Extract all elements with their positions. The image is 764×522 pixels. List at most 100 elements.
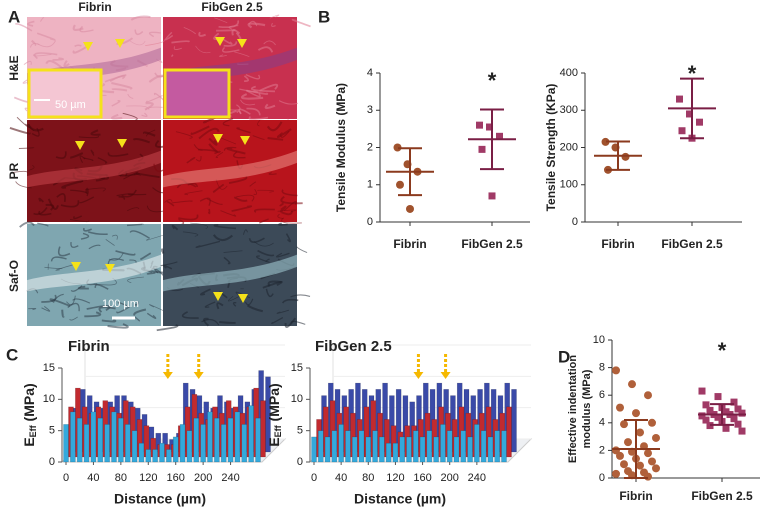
tissue-fiber [37, 222, 49, 227]
tissue-fiber [271, 22, 276, 27]
inset-image [165, 70, 229, 117]
data-point [702, 416, 710, 424]
tissue-fiber [197, 148, 218, 155]
bar [453, 436, 460, 463]
y-tick-label: 10 [291, 393, 303, 405]
data-point [734, 405, 742, 413]
row-header: Saf-O [7, 260, 21, 292]
y-tick-label: 1 [367, 179, 373, 191]
tissue-fiber [142, 131, 156, 137]
x-tick-label: FibGen 2.5 [691, 489, 753, 503]
tissue-fiber [195, 240, 221, 248]
x-tick-label: 120 [386, 472, 404, 484]
tissue-fiber [72, 24, 84, 32]
y-tick-label: 0 [297, 456, 303, 468]
y-axis-label-part: (MPa) [21, 383, 37, 425]
tissue-fiber [239, 88, 259, 93]
y-axis-label: Tensile Strength (KPa) [544, 84, 558, 212]
y-axis-label: Effective indentation [567, 355, 579, 463]
tissue-fiber [129, 230, 151, 239]
y-tick-label: 10 [593, 334, 605, 346]
bar [118, 417, 124, 463]
tissue-fiber [246, 304, 264, 313]
bar [480, 430, 487, 463]
data-point [698, 412, 706, 420]
y-tick-label: 3 [367, 104, 373, 116]
annotation-arrowhead [440, 372, 451, 379]
tissue-fiber [118, 195, 126, 200]
tissue-fiber [173, 46, 182, 51]
y-tick-label: 300 [560, 104, 578, 116]
tissue-fiber [18, 146, 35, 150]
tissue-fiber [245, 89, 261, 98]
tissue-fiber [214, 17, 228, 24]
y-axis-label: modulus (MPa) [581, 369, 593, 448]
tissue-fiber [216, 29, 236, 32]
tissue-fiber [57, 246, 71, 257]
tissue-fiber [277, 213, 284, 220]
panel-label: C [6, 345, 18, 364]
tissue-fiber [166, 201, 175, 207]
tissue-fiber [83, 157, 94, 161]
bar [207, 411, 213, 463]
bar [511, 389, 517, 453]
tissue-fiber [148, 31, 161, 38]
bar [467, 436, 473, 463]
tissue-band [27, 254, 161, 292]
x-tick-label: 0 [311, 472, 317, 484]
tissue-fiber [258, 218, 269, 224]
tissue-fiber [279, 202, 284, 207]
bar [324, 436, 331, 463]
arrowhead [213, 134, 223, 143]
tissue-fiber [160, 261, 178, 267]
bar [152, 449, 158, 463]
tissue-fiber [241, 93, 264, 100]
bar [220, 424, 227, 463]
tissue-fiber [60, 200, 80, 208]
data-point [648, 457, 656, 466]
bar [419, 436, 426, 463]
tissue-fiber [198, 31, 206, 37]
tissue-fiber [36, 32, 56, 41]
bar [131, 430, 138, 463]
tissue-fiber [259, 83, 279, 92]
tissue-fiber [41, 305, 51, 312]
tissue-fiber [228, 176, 248, 184]
y-tick-label: 0 [367, 216, 373, 228]
x-tick-label: FibGen 2.5 [661, 237, 723, 251]
bar [138, 442, 145, 463]
tissue-fiber [19, 221, 35, 228]
tissue-fiber [69, 218, 90, 223]
panel-label: D [558, 347, 570, 366]
tissue-fiber [126, 223, 144, 227]
tissue-fiber [280, 195, 303, 205]
tissue-fiber [243, 229, 248, 235]
tissue-fiber [254, 208, 275, 213]
tissue-fiber [61, 309, 65, 318]
x-tick-label: 80 [362, 472, 374, 484]
bar [90, 411, 97, 463]
y-axis-label-part: Eff [28, 424, 38, 437]
tissue-fiber [231, 205, 252, 212]
y-tick-label: 5 [297, 425, 303, 437]
tissue-fiber [184, 190, 203, 196]
tissue-fiber [204, 301, 216, 308]
tissue-fiber [129, 259, 137, 264]
tissue-fiber [257, 249, 275, 257]
data-point [624, 438, 632, 447]
data-point [696, 118, 703, 126]
arrowhead [213, 292, 223, 301]
column-header: FibGen 2.5 [201, 0, 263, 14]
bar [214, 417, 220, 463]
y-tick-label: 0 [572, 216, 578, 228]
tissue-fiber [171, 200, 193, 204]
tissue-fiber [141, 112, 148, 118]
data-point [496, 132, 503, 140]
arrowhead [237, 39, 247, 48]
bar [234, 411, 241, 463]
data-point [612, 366, 620, 375]
panel-label: B [318, 7, 330, 26]
tissue-fiber [121, 189, 137, 198]
y-axis-label-part: Eff [273, 424, 283, 437]
bar [331, 430, 338, 463]
